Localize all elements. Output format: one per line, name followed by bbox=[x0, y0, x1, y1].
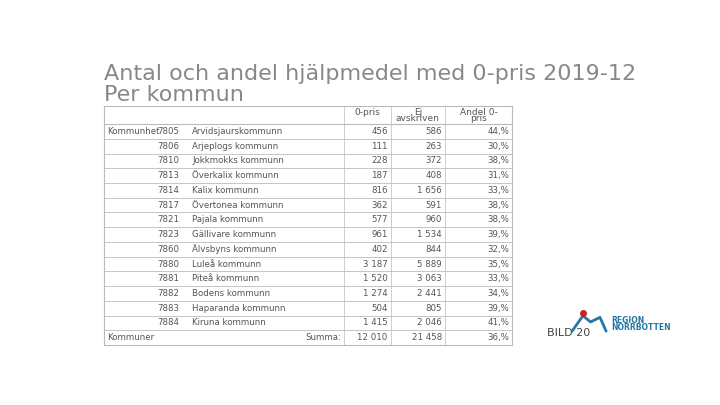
Text: 1 534: 1 534 bbox=[417, 230, 442, 239]
Text: 228: 228 bbox=[371, 156, 387, 165]
Text: 402: 402 bbox=[371, 245, 387, 254]
Text: 34,%: 34,% bbox=[487, 289, 509, 298]
Text: Ej: Ej bbox=[414, 108, 422, 117]
Text: 7817: 7817 bbox=[158, 200, 179, 210]
Text: 263: 263 bbox=[426, 142, 442, 151]
Text: Antal och andel hjälpmedel med 0-pris 2019-12: Antal och andel hjälpmedel med 0-pris 20… bbox=[104, 64, 636, 84]
Text: 36,%: 36,% bbox=[487, 333, 509, 342]
Text: 7813: 7813 bbox=[158, 171, 179, 180]
Text: 31,%: 31,% bbox=[487, 171, 509, 180]
Text: Kalix kommunn: Kalix kommunn bbox=[192, 186, 259, 195]
Text: Kommuner: Kommuner bbox=[107, 333, 154, 342]
Text: 7882: 7882 bbox=[158, 289, 179, 298]
Text: 7884: 7884 bbox=[158, 318, 179, 328]
Text: Överkalix kommunn: Överkalix kommunn bbox=[192, 171, 279, 180]
Text: 41,%: 41,% bbox=[487, 318, 509, 328]
Text: Arvidsjaurskommunn: Arvidsjaurskommunn bbox=[192, 127, 284, 136]
Text: 21 458: 21 458 bbox=[412, 333, 442, 342]
Text: Älvsbyns kommunn: Älvsbyns kommunn bbox=[192, 244, 276, 254]
Text: 38,%: 38,% bbox=[487, 200, 509, 210]
Text: Gällivare kommunn: Gällivare kommunn bbox=[192, 230, 276, 239]
Text: Summa:: Summa: bbox=[305, 333, 341, 342]
Text: 38,%: 38,% bbox=[487, 215, 509, 224]
Text: 0-pris: 0-pris bbox=[354, 108, 380, 117]
Text: 586: 586 bbox=[426, 127, 442, 136]
Text: 960: 960 bbox=[426, 215, 442, 224]
Text: 39,%: 39,% bbox=[487, 230, 509, 239]
Text: 7880: 7880 bbox=[158, 260, 179, 269]
Text: 7805: 7805 bbox=[158, 127, 179, 136]
Text: Bodens kommunn: Bodens kommunn bbox=[192, 289, 271, 298]
Text: 3 063: 3 063 bbox=[417, 274, 442, 283]
Text: 32,%: 32,% bbox=[487, 245, 509, 254]
Text: 372: 372 bbox=[426, 156, 442, 165]
Text: 5 889: 5 889 bbox=[417, 260, 442, 269]
Text: Per kommun: Per kommun bbox=[104, 85, 244, 105]
Text: 38,%: 38,% bbox=[487, 156, 509, 165]
Text: 456: 456 bbox=[371, 127, 387, 136]
Text: 816: 816 bbox=[371, 186, 387, 195]
Text: 577: 577 bbox=[371, 215, 387, 224]
Text: 844: 844 bbox=[426, 245, 442, 254]
Text: 504: 504 bbox=[371, 304, 387, 313]
Text: 39,%: 39,% bbox=[487, 304, 509, 313]
Text: 591: 591 bbox=[426, 200, 442, 210]
Text: BILD 20: BILD 20 bbox=[547, 328, 590, 339]
Text: 30,%: 30,% bbox=[487, 142, 509, 151]
Text: Haparanda kommunn: Haparanda kommunn bbox=[192, 304, 286, 313]
Text: 7860: 7860 bbox=[158, 245, 179, 254]
Text: 33,%: 33,% bbox=[487, 186, 509, 195]
Text: 805: 805 bbox=[426, 304, 442, 313]
Text: 2 441: 2 441 bbox=[417, 289, 442, 298]
Text: Pajala kommunn: Pajala kommunn bbox=[192, 215, 264, 224]
Text: Övertonea kommunn: Övertonea kommunn bbox=[192, 200, 284, 210]
Text: 44,%: 44,% bbox=[487, 127, 509, 136]
Text: 961: 961 bbox=[372, 230, 387, 239]
Text: Kommunhet: Kommunhet bbox=[107, 127, 160, 136]
Text: Arjeplogs kommunn: Arjeplogs kommunn bbox=[192, 142, 279, 151]
Text: 1 656: 1 656 bbox=[417, 186, 442, 195]
Text: 408: 408 bbox=[426, 171, 442, 180]
Text: 2 046: 2 046 bbox=[417, 318, 442, 328]
Text: 12 010: 12 010 bbox=[357, 333, 387, 342]
Text: Piteå kommunn: Piteå kommunn bbox=[192, 274, 259, 283]
Text: 1 274: 1 274 bbox=[363, 289, 387, 298]
Text: 7823: 7823 bbox=[158, 230, 179, 239]
Text: 1 520: 1 520 bbox=[363, 274, 387, 283]
Text: 111: 111 bbox=[371, 142, 387, 151]
Text: Jokkmokks kommunn: Jokkmokks kommunn bbox=[192, 156, 284, 165]
Text: REGION: REGION bbox=[611, 316, 644, 325]
Text: 35,%: 35,% bbox=[487, 260, 509, 269]
Text: 7806: 7806 bbox=[158, 142, 179, 151]
Text: 3 187: 3 187 bbox=[363, 260, 387, 269]
Text: 7821: 7821 bbox=[158, 215, 179, 224]
Text: avskriven: avskriven bbox=[396, 114, 440, 123]
Text: 187: 187 bbox=[371, 171, 387, 180]
Text: Andel 0-: Andel 0- bbox=[460, 108, 498, 117]
Text: NORRBOTTEN: NORRBOTTEN bbox=[611, 323, 670, 332]
Text: 7883: 7883 bbox=[158, 304, 179, 313]
Text: pris: pris bbox=[470, 114, 487, 123]
Text: 7814: 7814 bbox=[158, 186, 179, 195]
Text: Luleå kommunn: Luleå kommunn bbox=[192, 260, 261, 269]
Text: Kiruna kommunn: Kiruna kommunn bbox=[192, 318, 266, 328]
Text: 1 415: 1 415 bbox=[363, 318, 387, 328]
Text: 7810: 7810 bbox=[158, 156, 179, 165]
Text: 7881: 7881 bbox=[158, 274, 179, 283]
Text: 33,%: 33,% bbox=[487, 274, 509, 283]
Text: 362: 362 bbox=[371, 200, 387, 210]
